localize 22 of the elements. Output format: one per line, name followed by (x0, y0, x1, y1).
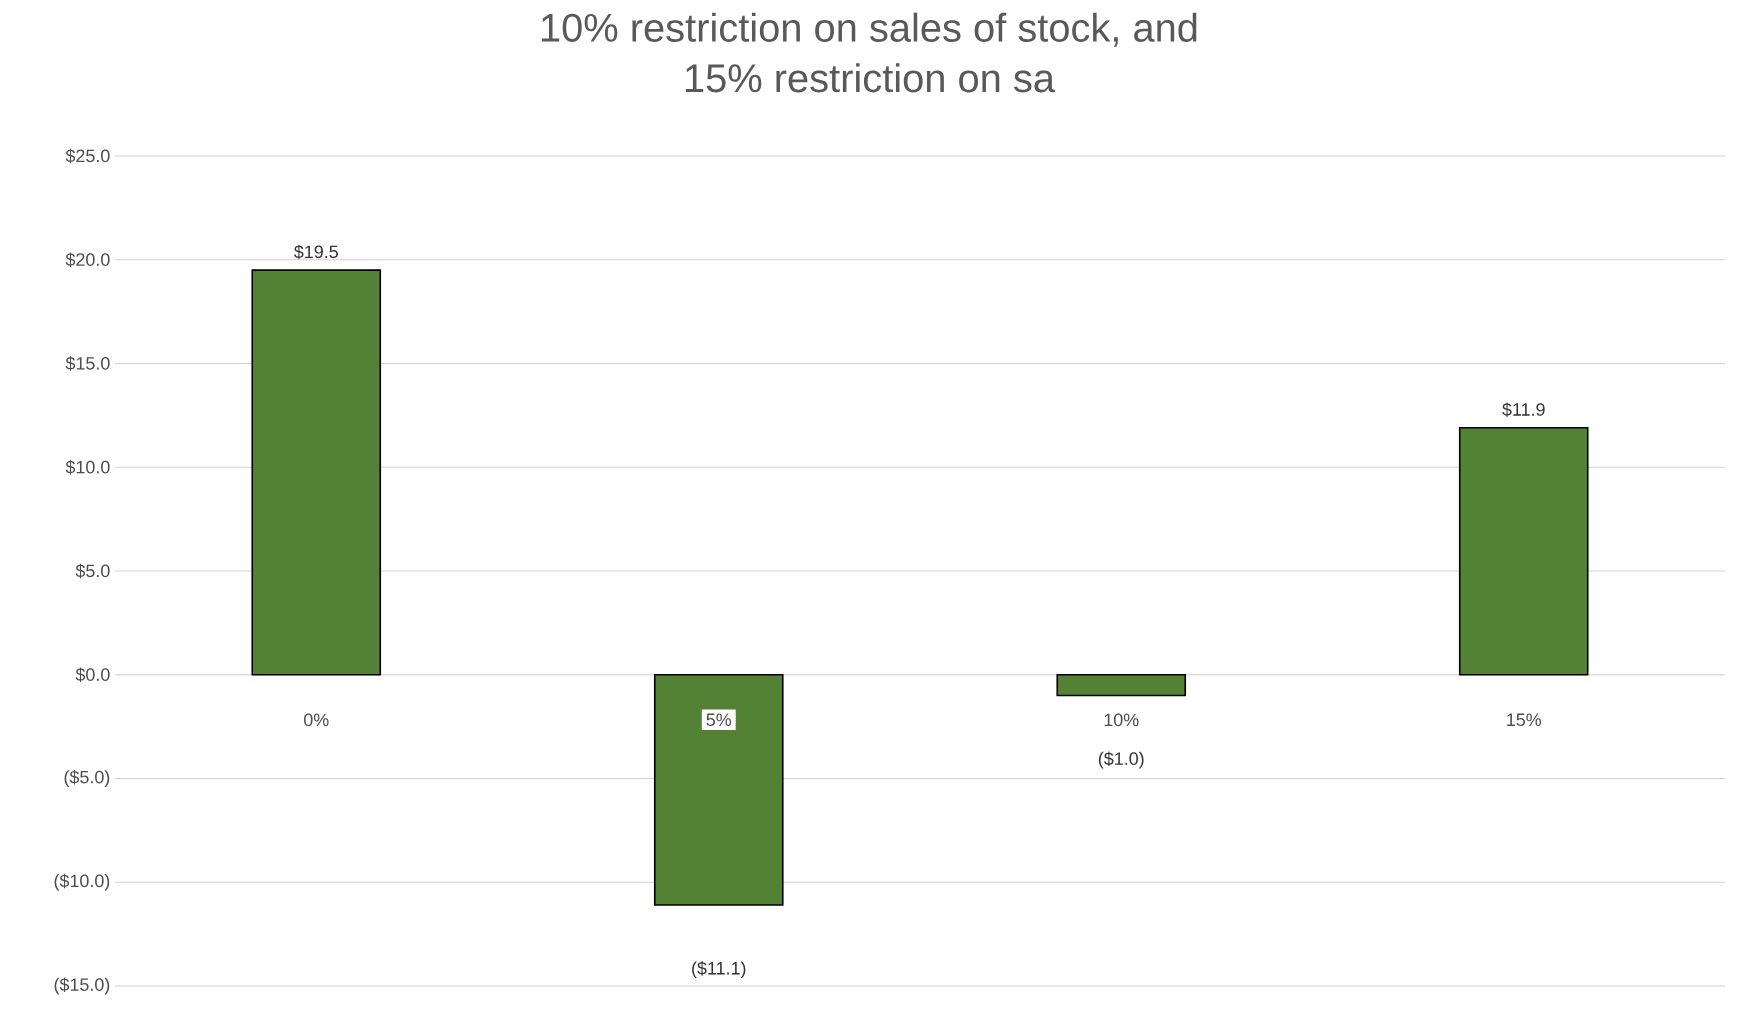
bar (1458, 427, 1589, 676)
data-label: $19.5 (294, 244, 338, 260)
y-tick-label: $5.0 (75, 563, 110, 579)
chart-title: 10% restriction on sales of stock, and 15% restriction on sa (542, 12, 1197, 93)
y-tick-label: $25.0 (65, 148, 110, 164)
data-label: $11.9 (1502, 402, 1545, 417)
y-tick-label: ($15.0) (54, 977, 110, 995)
y-tick-label: ($5.0) (64, 769, 110, 787)
y-tick-label: $15.0 (65, 356, 110, 371)
x-tick-label: 15% (1507, 713, 1542, 727)
y-tick-label: $0.0 (75, 667, 110, 682)
x-tick-label: 0% (304, 713, 329, 727)
y-tick-label: $10.0 (65, 459, 110, 475)
y-tick-label: ($10.0) (54, 873, 110, 891)
x-tick-label: 10% (1104, 713, 1139, 727)
x-tick-label: 5% (706, 713, 732, 727)
bar (1056, 673, 1187, 697)
bar (251, 269, 382, 676)
data-label: ($1.0) (1098, 751, 1144, 769)
y-tick-label: $20.0 (65, 252, 110, 267)
data-label: ($11.1) (692, 961, 746, 979)
bar (653, 673, 784, 906)
